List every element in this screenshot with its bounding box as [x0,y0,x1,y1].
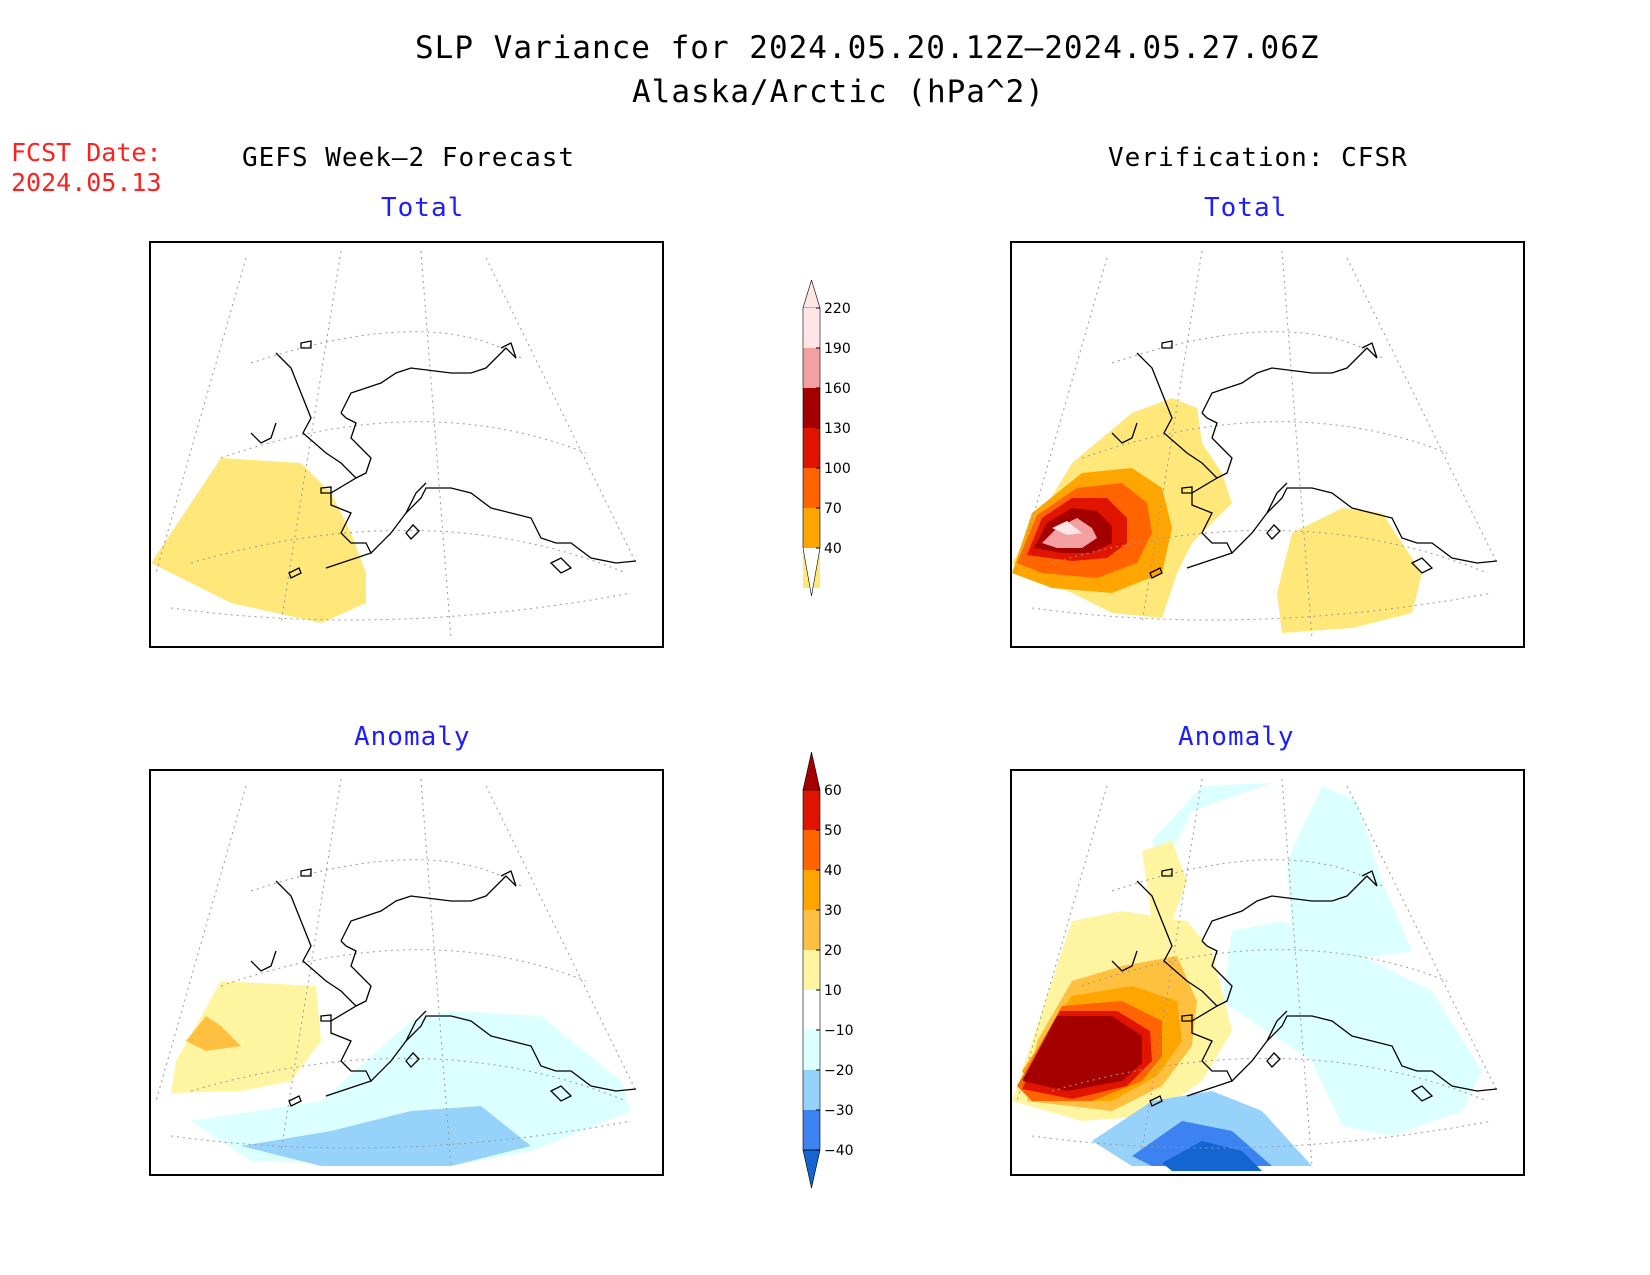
anomaly-colorbar-swatch [803,1070,820,1110]
anomaly-colorbar-tick-label: −20 [824,1063,854,1079]
anomaly-colorbar-swatch [803,1030,820,1070]
verification-total-map [1010,241,1525,648]
total-colorbar-tick-label: 220 [824,301,851,317]
anomaly-colorbar-top-arrow [802,752,821,791]
anomaly-colorbar-tick-label: 20 [824,943,842,959]
anomaly-colorbar-tick-label: 40 [824,863,842,879]
total-colorbar-tick-label: 160 [824,381,851,397]
total-colorbar-tick-label: 190 [824,341,851,357]
total-colorbar-tick-label: 70 [824,501,842,517]
verification-anomaly-label: Anomaly [1178,722,1295,752]
anomaly-colorbar: 60 50 40 30 20 10 −10 −20 −30 −40 [802,752,854,1189]
anomaly-colorbar-swatch [803,950,820,990]
anomaly-colorbar-swatch [803,830,820,870]
total-colorbar-swatch [803,348,820,388]
anomaly-colorbar-bottom-arrow [802,1149,821,1189]
anomaly-colorbar-swatch [803,910,820,950]
chart-subtitle: Alaska/Arctic (hPa^2) [632,74,1045,110]
anomaly-colorbar-swatch [803,870,820,910]
verification-anomaly-map [1010,769,1525,1176]
anomaly-colorbar-tick-label: 60 [824,783,842,799]
anomaly-colorbar-tick-label: 50 [824,823,842,839]
anomaly-colorbar-tick-label: −10 [824,1023,854,1039]
total-colorbar-bottom-arrow [802,547,821,597]
total-colorbar: 40 70 100 130 160 190 220 [802,280,851,597]
total-colorbar-tick-label: 100 [824,461,851,477]
total-colorbar-swatch [803,428,820,468]
chart-title: SLP Variance for 2024.05.20.12Z–2024.05.… [415,30,1320,66]
forecast-anomaly-label: Anomaly [354,722,471,752]
anomaly-colorbar-tick-label: 30 [824,903,842,919]
anomaly-colorbar-swatch [803,990,820,1030]
anomaly-colorbar-tick-label: 10 [824,983,842,999]
anomaly-colorbar-swatch [803,1110,820,1150]
anomaly-colorbar-tick-label: −30 [824,1103,854,1119]
anomaly-colorbar-tick-label: −40 [824,1143,854,1159]
fcst-date-value: 2024.05.13 [11,168,162,197]
total-colorbar-tick-label: 130 [824,421,851,437]
fcst-date-label: FCST Date: [11,138,162,167]
forecast-total-map [149,241,664,648]
forecast-anomaly-map [149,769,664,1176]
total-colorbar-tick-label: 40 [824,541,842,557]
forecast-total-label: Total [381,193,465,223]
forecast-heading: GEFS Week–2 Forecast [242,143,576,173]
verification-total-label: Total [1204,193,1288,223]
total-colorbar-swatch [803,508,820,548]
total-colorbar-swatch [803,388,820,428]
total-colorbar-top-arrow [802,280,821,309]
total-colorbar-swatch [803,468,820,508]
anomaly-colorbar-swatch [803,790,820,830]
total-colorbar-swatch [803,308,820,348]
verification-heading: Verification: CFSR [1108,143,1408,173]
